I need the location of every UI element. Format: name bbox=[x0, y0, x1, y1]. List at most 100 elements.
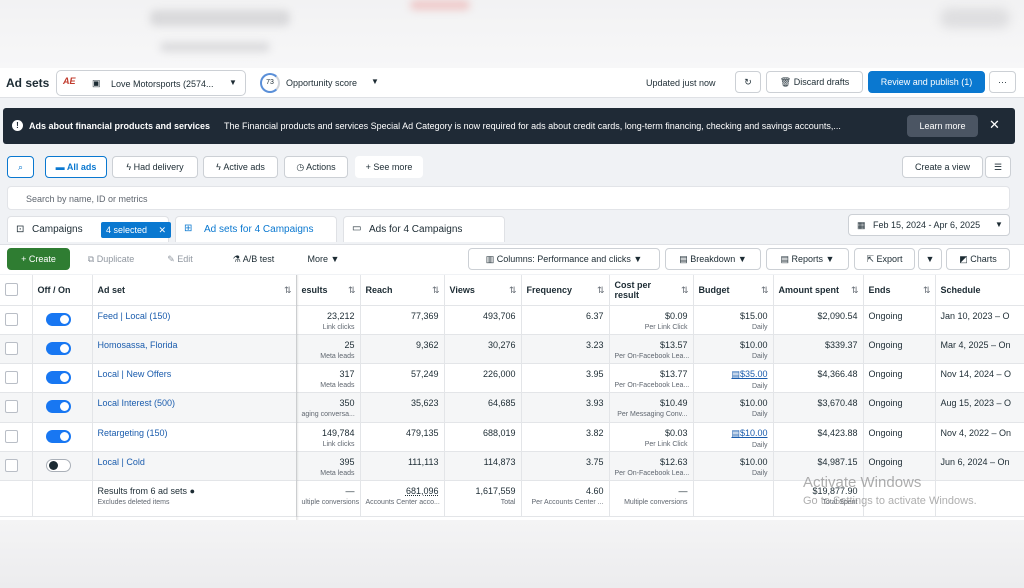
results-cell: 25 Meta leads bbox=[296, 334, 361, 365]
totals-amount-cell: $19,877.90 Total Spent bbox=[773, 480, 864, 518]
sort-icon[interactable]: ⇅ bbox=[850, 285, 859, 295]
row-checkbox[interactable] bbox=[5, 400, 18, 414]
table-row[interactable]: Retargeting (150) 149,784 Link clicks 479… bbox=[0, 422, 1024, 452]
amount-cell: $4,987.15 bbox=[773, 451, 864, 482]
all-ads-filter[interactable]: ▬ All ads bbox=[45, 156, 107, 178]
edit-button[interactable]: ✎ Edit bbox=[154, 248, 206, 270]
search-bar[interactable]: Search by name, ID or metrics bbox=[7, 186, 1010, 210]
charts-button[interactable]: ◩ Charts bbox=[946, 248, 1010, 270]
schedule-cell: Nov 14, 2024 – O bbox=[935, 363, 1024, 394]
reach-header[interactable]: Reach ⇅ bbox=[360, 275, 445, 306]
row-checkbox[interactable] bbox=[5, 458, 18, 472]
adset-name-link[interactable]: Local Interest (500) bbox=[97, 398, 176, 409]
export-button[interactable]: ⇱ Export bbox=[854, 248, 915, 270]
frequency-cell: 3.23 bbox=[521, 334, 610, 365]
totals-views-cell: 1,617,559 Total bbox=[444, 480, 522, 518]
amount-header[interactable]: Amount spent ⇅ bbox=[773, 275, 864, 306]
offon-header: Off / On bbox=[32, 275, 93, 306]
sort-icon[interactable]: ⇅ bbox=[922, 285, 931, 295]
frequency-header[interactable]: Frequency ⇅ bbox=[521, 275, 610, 306]
results-value: 395 bbox=[339, 456, 355, 467]
see-more-button[interactable]: + See more bbox=[355, 156, 423, 178]
budget-link[interactable]: ▤$35.00 bbox=[731, 369, 767, 379]
budget-value: $10.00 bbox=[739, 456, 768, 467]
results-value: 25 bbox=[344, 339, 355, 350]
views-cell: 64,685 bbox=[444, 392, 522, 423]
had-delivery-filter[interactable]: ϟ Had delivery bbox=[112, 156, 198, 178]
adset-name-link[interactable]: Feed | Local (150) bbox=[97, 310, 171, 321]
row-checkbox[interactable] bbox=[5, 312, 18, 326]
ends-cell: Ongoing bbox=[863, 305, 936, 335]
adset-toggle-on[interactable] bbox=[45, 371, 71, 385]
adset-toggle-on[interactable] bbox=[45, 312, 71, 326]
account-selector[interactable]: AE ▣ Love Motorsports (2574... ▼ bbox=[56, 70, 246, 96]
columns-button[interactable]: ▥ Columns: Performance and clicks ▼ bbox=[468, 248, 660, 270]
views-cell: 493,706 bbox=[444, 305, 522, 335]
actions-filter[interactable]: ◷ Actions bbox=[284, 156, 348, 178]
selected-chip[interactable]: 4 selected ✕ bbox=[101, 222, 171, 238]
adset-name-link[interactable]: Homosassa, Florida bbox=[97, 339, 178, 350]
adset-name-link[interactable]: Local | Cold bbox=[97, 456, 145, 467]
discard-drafts-button[interactable]: 🗑 Discard drafts bbox=[766, 71, 863, 93]
learn-more-button[interactable]: Learn more bbox=[907, 115, 978, 137]
adset-toggle-on[interactable] bbox=[45, 429, 71, 443]
sort-icon[interactable]: ⇅ bbox=[347, 285, 356, 295]
tab-adsets[interactable]: ⊞ Ad sets for 4 Campaigns bbox=[175, 216, 337, 242]
budget-header[interactable]: Budget ⇅ bbox=[693, 275, 774, 306]
adset-toggle-on[interactable] bbox=[45, 341, 71, 355]
active-ads-filter[interactable]: ϟ Active ads bbox=[203, 156, 278, 178]
more-button[interactable]: More ▼ bbox=[297, 248, 350, 270]
adset-toggle-off[interactable] bbox=[45, 458, 71, 472]
export-options-button[interactable]: ▼ bbox=[918, 248, 942, 270]
tab-ads[interactable]: ▭ Ads for 4 Campaigns bbox=[343, 216, 505, 242]
row-checkbox[interactable] bbox=[5, 371, 18, 385]
info-icon[interactable]: ● bbox=[189, 486, 195, 497]
duplicate-button[interactable]: ⧉ Duplicate bbox=[74, 248, 148, 270]
duplicate-icon: ⧉ bbox=[87, 254, 97, 264]
reports-button[interactable]: ▤ Reports ▼ bbox=[766, 248, 849, 270]
sort-icon[interactable]: ⇅ bbox=[596, 285, 605, 295]
refresh-button[interactable]: ↻ bbox=[735, 71, 761, 93]
adset-name-cell: Local | New Offers bbox=[92, 363, 297, 394]
sort-icon[interactable]: ⇅ bbox=[680, 285, 689, 295]
create-button[interactable]: + Create bbox=[7, 248, 70, 270]
ab-test-button[interactable]: ⚗ A/B test bbox=[218, 248, 289, 270]
sort-icon[interactable]: ⇅ bbox=[431, 285, 440, 295]
adset-header[interactable]: Ad set ⇅ bbox=[92, 275, 297, 306]
sort-icon[interactable]: ⇅ bbox=[283, 285, 292, 295]
row-checkbox[interactable] bbox=[5, 341, 18, 355]
close-icon[interactable]: ✕ bbox=[989, 117, 1000, 132]
more-options-button[interactable]: ··· bbox=[989, 71, 1016, 93]
results-value: 350 bbox=[339, 398, 355, 409]
adset-toggle-on[interactable] bbox=[45, 400, 71, 414]
create-view-button[interactable]: Create a view bbox=[902, 156, 983, 178]
sort-icon[interactable]: ⇅ bbox=[760, 285, 769, 295]
table-row[interactable]: Feed | Local (150) 23,212 Link clicks 77,… bbox=[0, 305, 1024, 335]
tab-campaigns[interactable]: ⊡ Campaigns 4 selected ✕ bbox=[7, 216, 171, 242]
select-all-checkbox[interactable] bbox=[5, 283, 18, 297]
review-publish-button[interactable]: Review and publish (1) bbox=[868, 71, 985, 93]
info-icon: ! bbox=[12, 120, 23, 131]
breakdown-button[interactable]: ▤ Breakdown ▼ bbox=[665, 248, 761, 270]
budget-link[interactable]: ▤$10.00 bbox=[731, 428, 767, 438]
chevron-down-icon: ▼ bbox=[823, 254, 835, 264]
ends-header[interactable]: Ends ⇅ bbox=[863, 275, 936, 306]
cost-header[interactable]: Cost per result ⇅ bbox=[609, 275, 694, 306]
search-toggle-button[interactable]: ⌕ bbox=[7, 156, 34, 178]
schedule-header[interactable]: Schedule bbox=[935, 275, 1024, 306]
view-settings-button[interactable]: ☰ bbox=[985, 156, 1011, 178]
budget-value: $10.00 bbox=[739, 339, 768, 350]
sort-icon[interactable]: ⇅ bbox=[508, 285, 517, 295]
adset-name-link[interactable]: Retargeting (150) bbox=[97, 427, 168, 438]
adset-name-link[interactable]: Local | New Offers bbox=[97, 369, 172, 380]
table-row[interactable]: Local Interest (500) 350 aging conversa..… bbox=[0, 392, 1024, 423]
date-range-picker[interactable]: ▦ Feb 15, 2024 - Apr 6, 2025 ▼ bbox=[848, 214, 1010, 236]
views-header[interactable]: Views ⇅ bbox=[444, 275, 522, 306]
plus-icon: + bbox=[365, 162, 374, 172]
table-row[interactable]: Local | New Offers 317 Meta leads 57,249 … bbox=[0, 363, 1024, 394]
results-header[interactable]: esults ⇅ bbox=[296, 275, 361, 306]
table-row[interactable]: Local | Cold 395 Meta leads 111,113 114,8… bbox=[0, 451, 1024, 482]
table-row[interactable]: Homosassa, Florida 25 Meta leads 9,362 30… bbox=[0, 334, 1024, 365]
row-checkbox[interactable] bbox=[5, 429, 18, 443]
close-icon[interactable]: ✕ bbox=[158, 225, 166, 235]
